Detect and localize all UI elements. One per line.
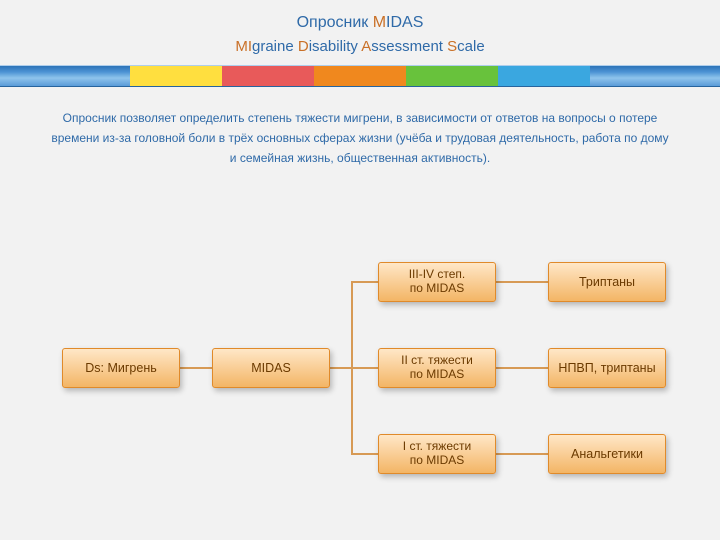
node-s34: III-IV степ.по MIDAS [378,262,496,302]
node-s2: II ст. тяжестипо MIDAS [378,348,496,388]
header-stripe [0,65,720,87]
node-nsaid: НПВП, триптаны [548,348,666,388]
flow-diagram: Ds: Мигрень MIDAS III-IV степ.по MIDAS II с… [0,220,720,520]
description-text: Опросник позволяет определить степень тя… [0,87,720,168]
node-midas: MIDAS [212,348,330,388]
header: Опросник MIDAS MIgraine Disability Asses… [0,0,720,55]
node-s1: I ст. тяжестипо MIDAS [378,434,496,474]
node-trip: Триптаны [548,262,666,302]
node-ds: Ds: Мигрень [62,348,180,388]
title-line-2: MIgraine Disability Assessment Scale [0,38,720,55]
title-line-1: Опросник MIDAS [0,14,720,32]
node-analg: Анальгетики [548,434,666,474]
header-stripe-segments [130,66,590,86]
